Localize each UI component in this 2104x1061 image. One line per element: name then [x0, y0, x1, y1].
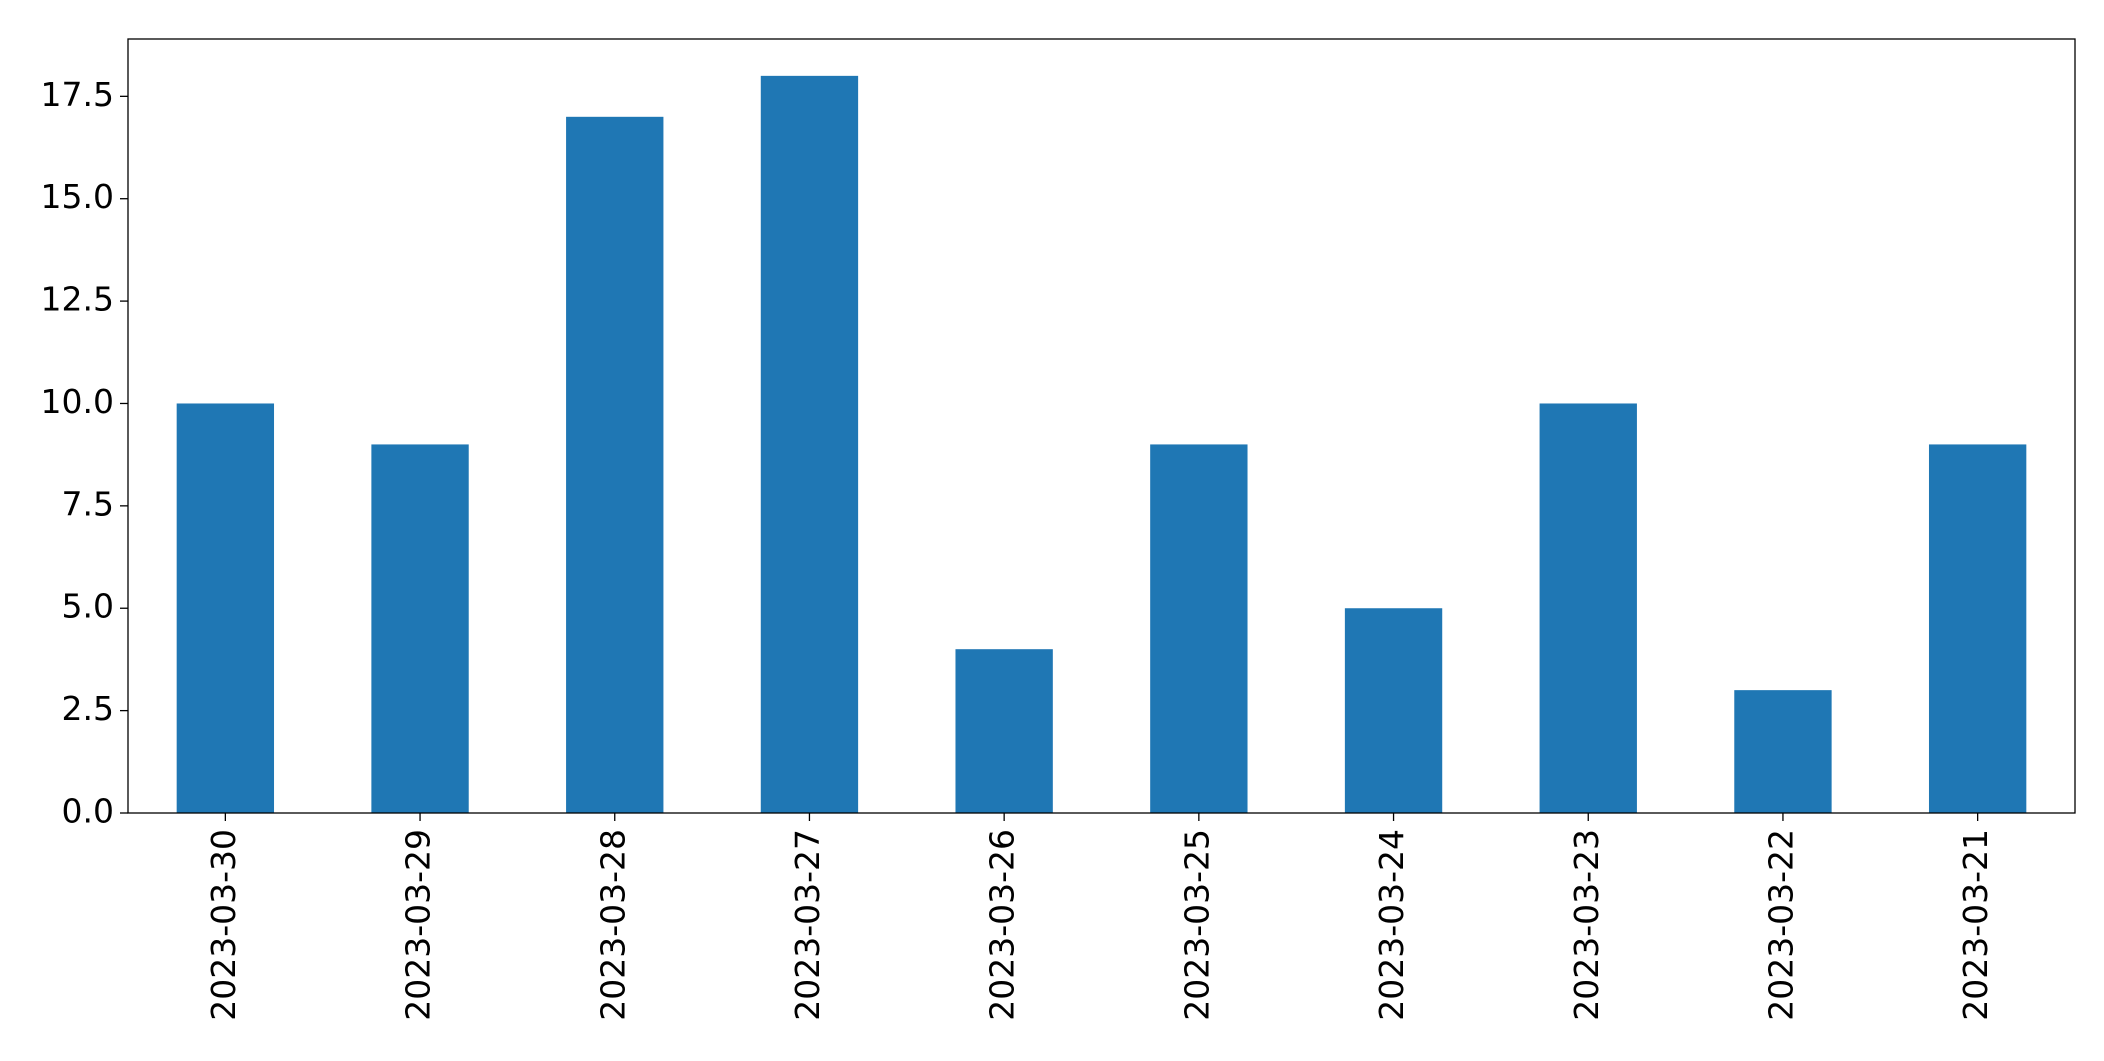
bar — [1928, 444, 2027, 813]
x-tick-label: 2023-03-25 — [1177, 829, 1216, 1021]
bar — [1150, 444, 1248, 813]
plot-frame — [127, 38, 2076, 814]
bar — [1344, 608, 1443, 813]
y-tick-label: 12.5 — [41, 280, 114, 319]
y-tick-label: 5.0 — [62, 587, 114, 626]
x-tick-label: 2023-03-30 — [204, 829, 243, 1021]
bar — [371, 444, 469, 813]
x-tick-label: 2023-03-24 — [1372, 829, 1411, 1021]
x-tick-label: 2023-03-26 — [983, 829, 1022, 1021]
bar — [566, 116, 664, 814]
x-tick-label: 2023-03-23 — [1567, 829, 1606, 1021]
x-tick-label: 2023-03-22 — [1761, 829, 1800, 1021]
x-tick-label: 2023-03-21 — [1956, 829, 1995, 1021]
bar — [1539, 403, 1637, 813]
x-tick-label: 2023-03-29 — [399, 829, 438, 1021]
bar — [760, 75, 859, 814]
y-tick-label: 15.0 — [41, 177, 114, 216]
bar — [955, 649, 1053, 813]
y-tick-label: 7.5 — [62, 484, 114, 523]
bar — [176, 403, 275, 813]
bar — [1734, 690, 1832, 813]
y-tick-label: 0.0 — [62, 792, 114, 831]
x-tick-label: 2023-03-27 — [788, 829, 827, 1021]
y-tick-label: 17.5 — [41, 75, 114, 114]
y-tick-label: 10.0 — [41, 382, 114, 421]
y-tick-label: 2.5 — [62, 689, 114, 728]
x-tick-label: 2023-03-28 — [593, 829, 632, 1021]
